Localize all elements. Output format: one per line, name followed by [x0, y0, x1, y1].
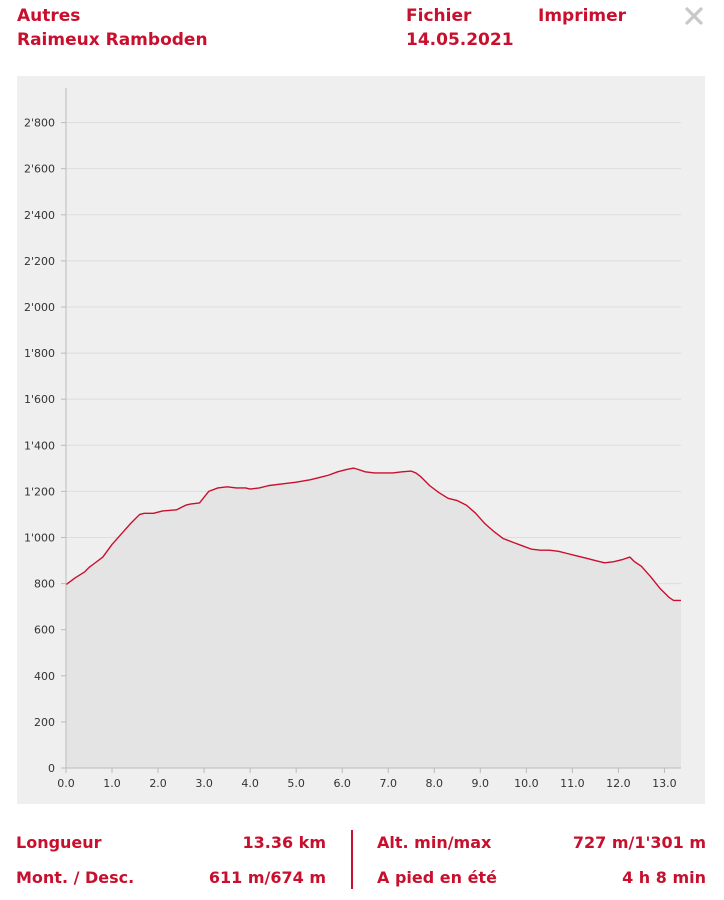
stats-divider — [351, 830, 353, 889]
x-tick-label-11: 11.0 — [560, 777, 585, 790]
y-tick-label-11: 2'200 — [24, 255, 55, 268]
file-link[interactable]: Fichier — [406, 6, 472, 26]
x-tick-label-7: 7.0 — [379, 777, 397, 790]
y-tick-label-9: 1'800 — [24, 347, 55, 360]
elevation-chart-panel: 0 200 400 600 800 1'000 1'200 1'400 1'600 1'800 2'… — [17, 76, 705, 804]
y-tick-label-13: 2'600 — [24, 163, 55, 176]
ascent-descent-label: Mont. / Desc. — [16, 868, 135, 887]
altitude-value: 727 m/1'301 m — [572, 833, 706, 852]
close-icon — [685, 7, 703, 25]
x-tick-label-2: 2.0 — [149, 777, 167, 790]
print-link[interactable]: Imprimer — [538, 6, 627, 26]
x-tick-label-8: 8.0 — [426, 777, 444, 790]
route-title: Raimeux Ramboden — [17, 30, 208, 50]
x-tick-label-1: 1.0 — [103, 777, 121, 790]
x-tick-label-5: 5.0 — [287, 777, 305, 790]
x-tick-label-3: 3.0 — [195, 777, 213, 790]
x-tick-label-10: 10.0 — [514, 777, 539, 790]
y-tick-label-12: 2'400 — [24, 209, 55, 222]
y-tick-label-0: 0 — [48, 762, 55, 775]
y-tick-label-10: 2'000 — [24, 301, 55, 314]
y-tick-label-3: 600 — [34, 624, 55, 637]
altitude-label: Alt. min/max — [377, 833, 492, 852]
y-tick-label-6: 1'200 — [24, 485, 55, 498]
elevation-area — [66, 468, 681, 768]
x-tick-label-13: 13.0 — [652, 777, 677, 790]
x-tick-label-6: 6.0 — [333, 777, 351, 790]
y-tick-label-8: 1'600 — [24, 393, 55, 406]
y-tick-label-4: 800 — [34, 578, 55, 591]
route-date: 14.05.2021 — [406, 30, 514, 50]
close-button[interactable] — [682, 2, 706, 28]
y-tick-label-1: 200 — [34, 716, 55, 729]
hiking-time-label: A pied en été — [377, 868, 497, 887]
elevation-line — [65, 467, 681, 602]
x-tick-label-12: 12.0 — [606, 777, 631, 790]
x-tick-label-4: 4.0 — [241, 777, 258, 790]
length-label: Longueur — [16, 833, 102, 852]
category-label: Autres — [17, 6, 81, 26]
x-tick-label-0: 0.0 — [57, 777, 75, 790]
ascent-descent-value: 611 m/674 m — [208, 868, 326, 887]
y-tick-label-14: 2'800 — [24, 117, 55, 130]
y-tick-label-2: 400 — [34, 670, 55, 683]
y-tick-label-5: 1'000 — [24, 531, 55, 544]
y-tick-label-7: 1'400 — [24, 439, 55, 452]
elevation-chart: 0 200 400 600 800 1'000 1'200 1'400 1'600 1'800 2'… — [24, 88, 681, 790]
x-tick-label-9: 9.0 — [472, 777, 490, 790]
hiking-time-value: 4 h 8 min — [622, 868, 706, 887]
length-value: 13.36 km — [242, 833, 327, 852]
